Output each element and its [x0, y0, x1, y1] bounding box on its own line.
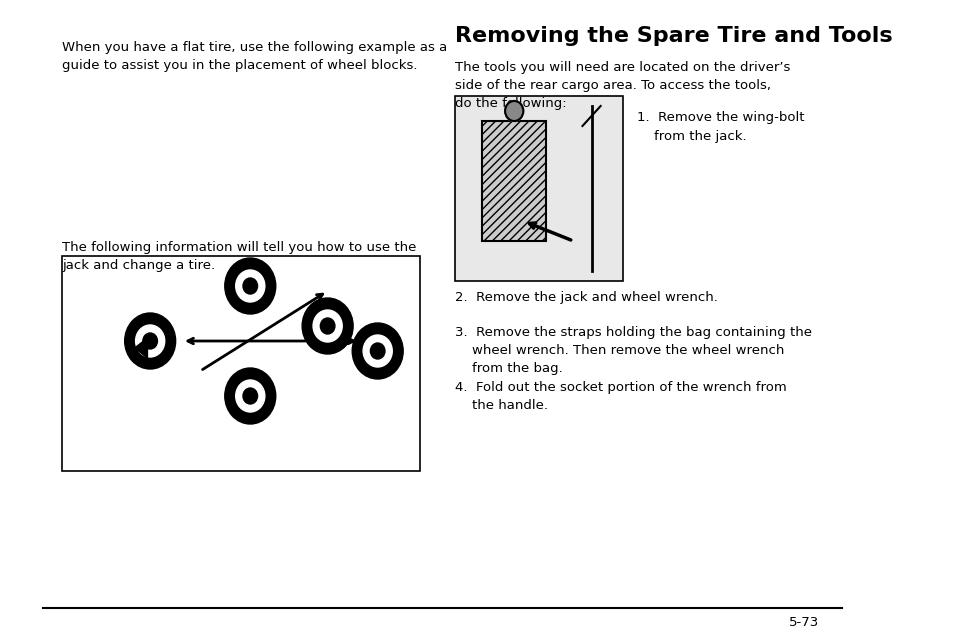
Circle shape	[243, 388, 257, 404]
Circle shape	[352, 323, 403, 379]
Circle shape	[302, 298, 353, 354]
Bar	[482, 121, 545, 241]
Bar	[62, 256, 419, 471]
Text: Removing the Spare Tire and Tools: Removing the Spare Tire and Tools	[455, 26, 892, 46]
Circle shape	[135, 325, 165, 357]
Text: The following information will tell you how to use the
jack and change a tire.: The following information will tell you …	[62, 241, 416, 272]
Bar	[455, 96, 622, 281]
Circle shape	[235, 380, 265, 412]
Text: 5-73: 5-73	[788, 616, 819, 628]
Circle shape	[370, 343, 385, 359]
Text: 4.  Fold out the socket portion of the wrench from
    the handle.: 4. Fold out the socket portion of the wr…	[455, 381, 786, 412]
Text: When you have a flat tire, use the following example as a
guide to assist you in: When you have a flat tire, use the follo…	[62, 41, 447, 72]
Polygon shape	[134, 338, 148, 358]
Circle shape	[243, 278, 257, 294]
Circle shape	[504, 101, 523, 121]
Text: 1.  Remove the wing-bolt
    from the jack.: 1. Remove the wing-bolt from the jack.	[637, 111, 803, 143]
Circle shape	[313, 310, 342, 342]
Circle shape	[143, 333, 157, 349]
Circle shape	[320, 318, 335, 334]
Circle shape	[225, 258, 275, 314]
Circle shape	[235, 270, 265, 302]
Text: The tools you will need are located on the driver’s
side of the rear cargo area.: The tools you will need are located on t…	[455, 61, 790, 110]
Circle shape	[225, 368, 275, 424]
Text: 3.  Remove the straps holding the bag containing the
    wheel wrench. Then remo: 3. Remove the straps holding the bag con…	[455, 326, 811, 375]
Text: 2.  Remove the jack and wheel wrench.: 2. Remove the jack and wheel wrench.	[455, 291, 718, 304]
Circle shape	[363, 335, 392, 367]
Circle shape	[125, 313, 175, 369]
